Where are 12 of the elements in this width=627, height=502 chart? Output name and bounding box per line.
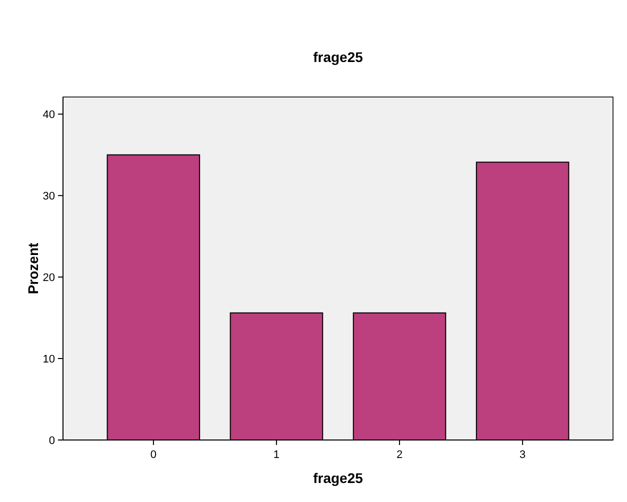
y-tick-label: 20	[42, 272, 55, 284]
y-axis-title: Prozent	[25, 242, 41, 294]
x-tick-label: 0	[150, 449, 156, 461]
y-tick-label: 10	[42, 353, 55, 366]
x-tick-label: 2	[396, 449, 403, 461]
y-tick-label: 0	[48, 434, 55, 447]
y-tick-label: 40	[42, 108, 55, 121]
x-axis-title: frage25	[313, 470, 364, 486]
x-tick-label: 3	[520, 449, 526, 461]
y-tick-label: 30	[42, 190, 55, 202]
chart-title: frage25	[313, 49, 364, 65]
x-tick-label: 1	[273, 449, 280, 461]
